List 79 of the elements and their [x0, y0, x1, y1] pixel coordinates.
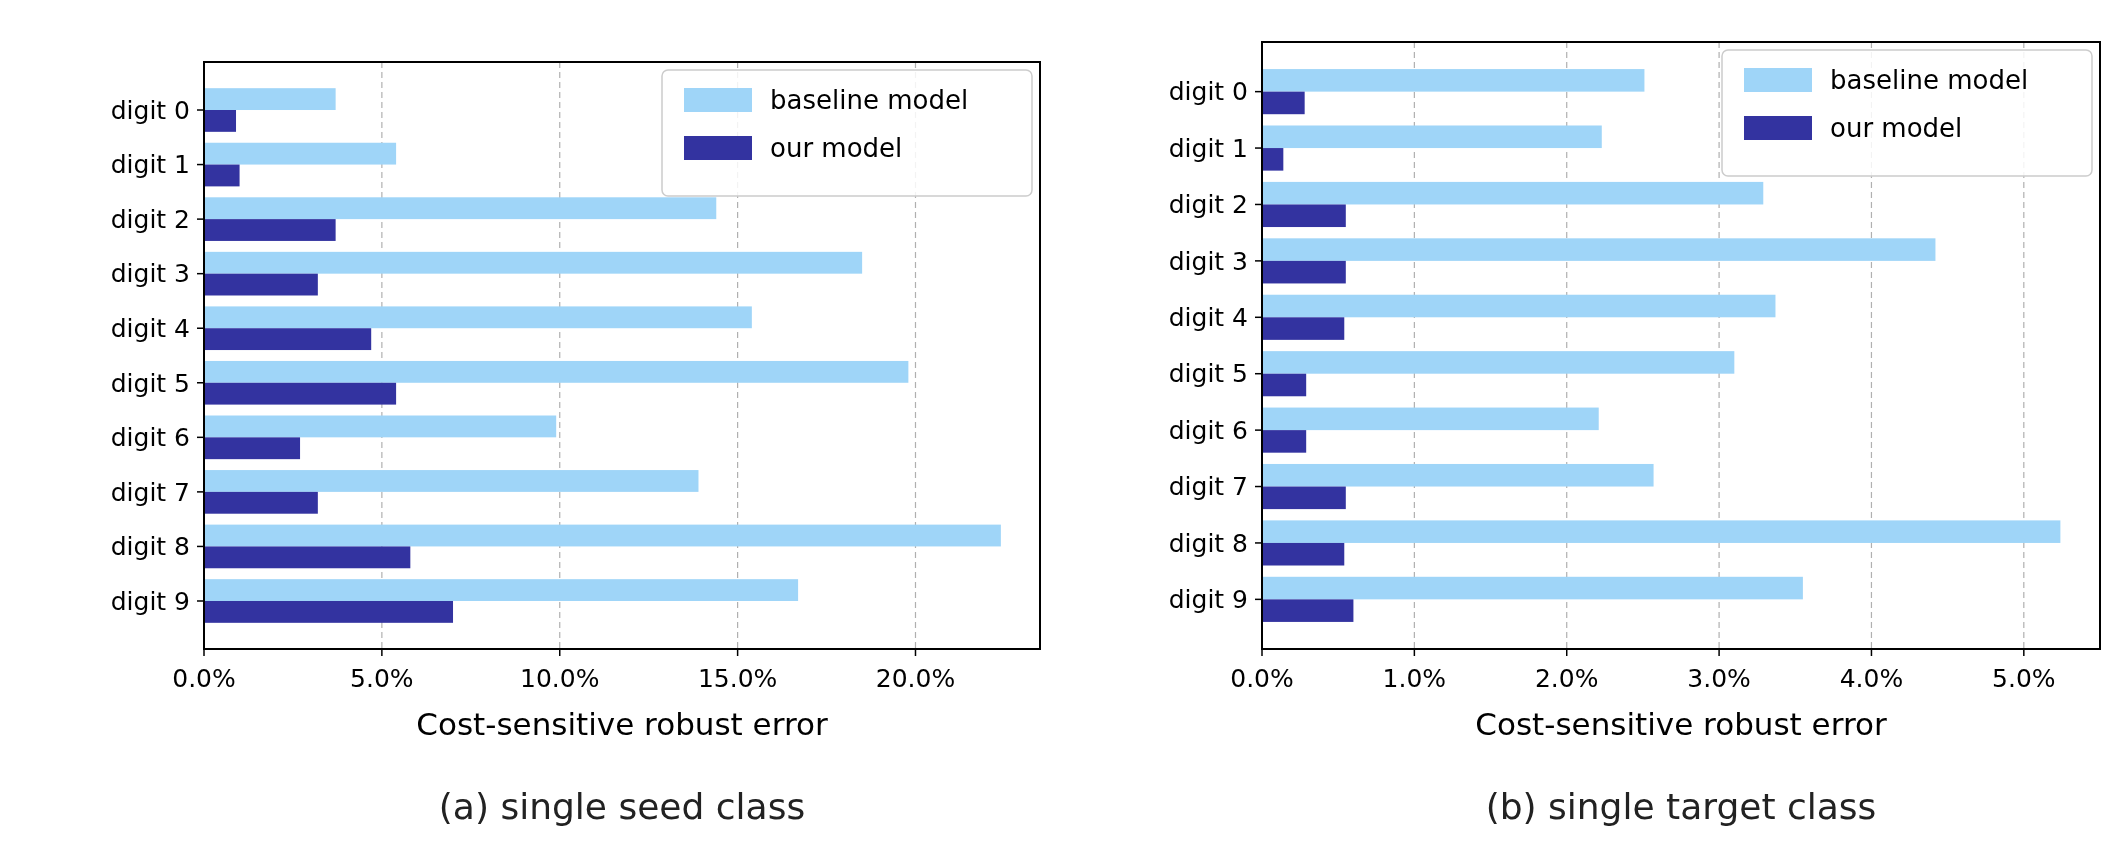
bar: [204, 546, 411, 569]
y-tick-label: digit 2: [110, 204, 190, 234]
x-axis-title: Cost-sensitive robust error: [416, 706, 828, 742]
legend-label: our model: [1830, 113, 1963, 144]
y-tick-label: digit 5: [1168, 359, 1248, 389]
y-tick-label: digit 8: [1168, 528, 1248, 558]
x-tick-label: 15.0%: [697, 664, 778, 693]
y-tick-label: digit 4: [1168, 303, 1248, 333]
bar: [1262, 373, 1307, 397]
bar: [204, 491, 318, 514]
bar: [204, 579, 799, 601]
bar: [1262, 317, 1345, 340]
bar: [1262, 407, 1599, 431]
y-tick-label: digit 3: [110, 259, 190, 289]
bar: [1262, 181, 1764, 205]
bar: [1262, 599, 1354, 622]
bar: [1262, 486, 1346, 510]
bar: [204, 142, 397, 165]
bar: [1262, 351, 1735, 374]
y-tick-label: digit 5: [110, 368, 190, 398]
bar: [1262, 542, 1345, 566]
bar: [204, 88, 336, 111]
bar: [1262, 294, 1776, 318]
x-axis-title: Cost-sensitive robust error: [1475, 706, 1887, 742]
bar: [204, 273, 318, 296]
y-tick-label: digit 1: [1168, 133, 1248, 163]
x-tick-label: 4.0%: [1839, 664, 1904, 693]
y-tick-label: digit 9: [110, 586, 190, 616]
bar: [204, 110, 237, 132]
x-tick-label: 3.0%: [1687, 664, 1751, 693]
y-tick-label: digit 0: [110, 95, 190, 125]
y-tick-label: digit 7: [110, 477, 190, 507]
y-tick-label: digit 6: [1168, 415, 1248, 445]
bar: [1262, 260, 1346, 284]
bar: [204, 251, 863, 274]
bar: [1262, 238, 1936, 261]
y-tick-label: digit 2: [1168, 190, 1248, 220]
y-tick-label: digit 4: [110, 313, 190, 343]
legend-label: baseline model: [1830, 65, 2029, 96]
y-tick-label: digit 3: [1168, 246, 1248, 276]
bar: [1262, 204, 1346, 228]
bar: [1262, 148, 1284, 171]
bar: [204, 197, 717, 220]
x-tick-label: 0.0%: [1230, 664, 1294, 693]
x-tick-label: 0.0%: [172, 664, 236, 693]
bar: [1262, 576, 1803, 600]
x-tick-label: 2.0%: [1534, 664, 1599, 693]
bar: [1262, 430, 1307, 453]
y-tick-label: digit 0: [1168, 77, 1248, 107]
legend-label: our model: [770, 133, 903, 164]
bar: [204, 360, 909, 383]
bar: [204, 470, 699, 492]
bar: [1262, 69, 1645, 92]
bar: [204, 524, 1001, 547]
x-tick-label: 1.0%: [1382, 664, 1447, 693]
bar: [204, 219, 336, 241]
y-tick-label: digit 7: [1168, 472, 1248, 502]
bar: [204, 415, 557, 438]
bar: [204, 164, 240, 187]
bar: [204, 382, 397, 405]
bar: [204, 437, 301, 460]
bar: [1262, 91, 1305, 115]
text: (a) single seed class: [438, 786, 806, 827]
bar: [204, 328, 372, 351]
bar: [1262, 125, 1602, 149]
bar: [1262, 520, 2061, 543]
legend-label: baseline model: [770, 85, 969, 116]
y-tick-label: digit 9: [1168, 585, 1248, 615]
bar: [204, 306, 752, 329]
bar: [1262, 463, 1654, 487]
x-tick-label: 5.0%: [350, 664, 414, 693]
x-tick-label: 10.0%: [520, 664, 600, 693]
y-tick-label: digit 6: [110, 423, 190, 453]
y-tick-label: digit 8: [110, 532, 190, 562]
x-tick-label: 20.0%: [875, 664, 956, 693]
text: (b) single target class: [1485, 786, 1877, 827]
bar: [204, 600, 454, 623]
x-tick-label: 5.0%: [1992, 664, 2056, 693]
y-tick-label: digit 1: [110, 150, 190, 180]
